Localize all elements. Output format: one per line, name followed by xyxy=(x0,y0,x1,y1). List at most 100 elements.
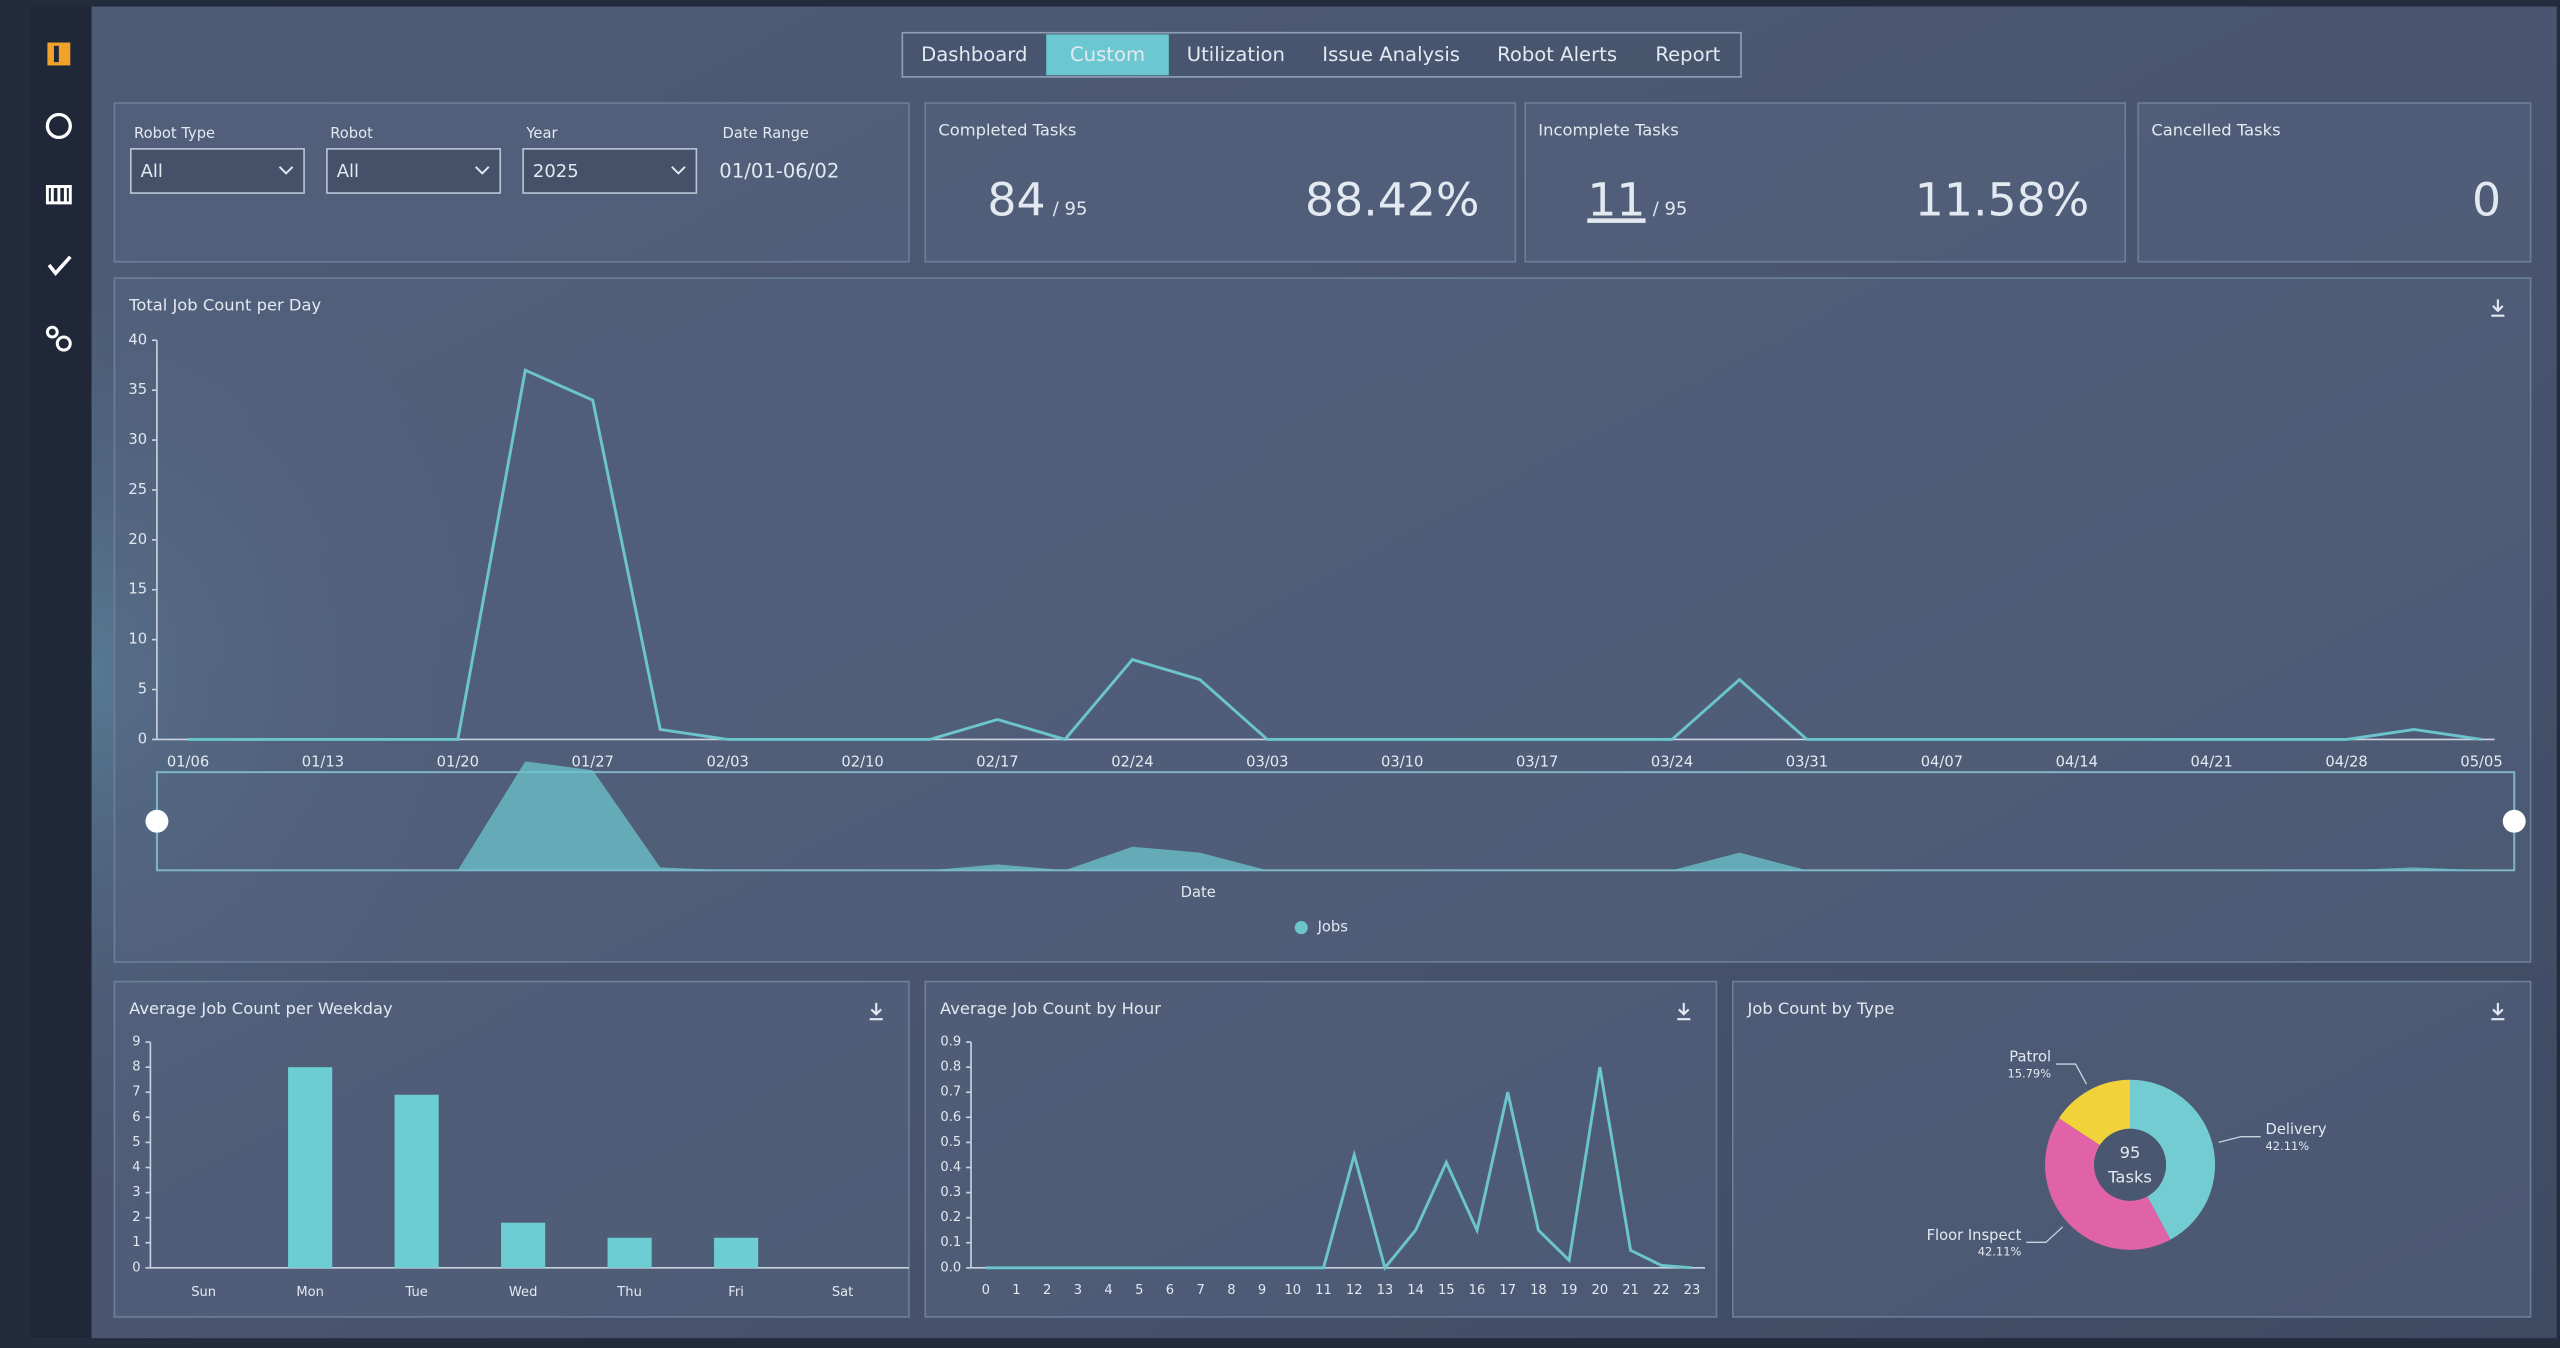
logo-cut xyxy=(53,45,59,63)
x-tick-label: 03/24 xyxy=(1651,753,1693,770)
line-series xyxy=(985,1066,1693,1271)
kpi-title: Completed Tasks xyxy=(938,120,1076,139)
nav-tab[interactable]: Report xyxy=(1655,43,1720,66)
pie-label: Patrol xyxy=(2009,1049,2051,1066)
y-tick-label: 5 xyxy=(138,681,147,698)
x-tick-label: Sat xyxy=(832,1285,853,1300)
x-tick-label: Tue xyxy=(404,1285,427,1300)
x-tick-label: 03/17 xyxy=(1516,753,1558,770)
y-tick-label: 35 xyxy=(128,381,147,398)
kpi-count: 11 xyxy=(1587,173,1645,226)
legend-swatch xyxy=(1294,921,1308,935)
y-tick-label: 10 xyxy=(128,631,147,648)
pie-slice xyxy=(2058,1079,2131,1146)
y-tick-label: 4 xyxy=(132,1160,140,1175)
panel xyxy=(2137,102,2532,263)
legend-label: Jobs xyxy=(1317,919,1348,936)
x-tick-label: 04/07 xyxy=(1921,753,1963,770)
nav-tab[interactable]: Issue Analysis xyxy=(1322,43,1460,66)
pie-hole xyxy=(2094,1128,2167,1201)
y-tick-label: 0 xyxy=(138,730,147,747)
kpi-title: Incomplete Tasks xyxy=(1538,120,1678,139)
dropdown[interactable] xyxy=(326,148,502,194)
x-tick-label: 14 xyxy=(1407,1283,1424,1298)
x-tick-label: 01/06 xyxy=(167,753,209,770)
x-tick-label: 4 xyxy=(1104,1283,1112,1298)
x-tick-label: 16 xyxy=(1469,1283,1486,1298)
kpi-total: / 95 xyxy=(1053,198,1088,219)
y-tick-label: 2 xyxy=(132,1210,140,1225)
filter-label: Robot Type xyxy=(134,125,215,142)
y-tick-label: 0.5 xyxy=(940,1135,961,1150)
filter-label: Year xyxy=(525,125,558,142)
panel xyxy=(1524,102,2126,263)
pie-value-label: 42.11% xyxy=(2266,1139,2310,1153)
x-tick-label: 5 xyxy=(1135,1283,1143,1298)
line-series xyxy=(187,368,2482,742)
sidebar-icon[interactable] xyxy=(45,185,72,205)
y-tick-label: 0.8 xyxy=(940,1060,961,1075)
download-button[interactable] xyxy=(1677,1002,1691,1021)
content: Dashboard Custom Utilization Issue Analysis… xyxy=(113,31,2532,1318)
dropdown[interactable] xyxy=(129,148,305,194)
x-tick-label: 8 xyxy=(1227,1283,1235,1298)
filter-label: Robot xyxy=(330,125,373,142)
panel xyxy=(924,980,1718,1318)
y-tick-label: 0.2 xyxy=(940,1210,961,1225)
nav-tab[interactable]: Utilization xyxy=(1187,43,1285,66)
y-tick-label: 0.4 xyxy=(940,1160,961,1175)
x-tick-label: 17 xyxy=(1499,1283,1516,1298)
chart-title: Average Job Count by Hour xyxy=(940,999,1161,1018)
y-tick-label: 30 xyxy=(128,431,147,448)
sidebar xyxy=(29,6,92,1339)
download-button[interactable] xyxy=(869,1002,883,1021)
y-tick-label: 15 xyxy=(128,581,147,598)
zoom-handle[interactable] xyxy=(2502,809,2526,833)
x-tick-label: Sun xyxy=(191,1285,216,1300)
y-tick-label: 8 xyxy=(132,1060,140,1075)
sidebar-icon[interactable] xyxy=(47,255,72,276)
bar xyxy=(714,1237,759,1268)
x-axis-title: Date xyxy=(1181,884,1216,901)
x-tick-label: Wed xyxy=(509,1285,538,1300)
x-tick-label: 23 xyxy=(1684,1283,1701,1298)
x-tick-label: 1 xyxy=(1012,1283,1020,1298)
x-tick-label: 04/21 xyxy=(2191,753,2233,770)
sidebar-icon[interactable] xyxy=(45,325,59,339)
download-button[interactable] xyxy=(2491,299,2505,317)
dropdown-value: All xyxy=(141,161,163,182)
nav-tab[interactable]: Robot Alerts xyxy=(1497,43,1617,66)
x-tick-label: 04/28 xyxy=(2325,753,2367,770)
nav-tab[interactable]: Dashboard xyxy=(921,43,1027,66)
x-tick-label: 02/03 xyxy=(706,753,748,770)
x-tick-label: 2 xyxy=(1043,1283,1051,1298)
x-tick-label: 22 xyxy=(1653,1283,1670,1298)
pie-label: Floor Inspect xyxy=(1927,1227,2022,1244)
y-tick-label: 3 xyxy=(132,1185,140,1200)
nav-tab[interactable]: Custom xyxy=(1070,43,1145,66)
y-tick-label: 1 xyxy=(132,1235,140,1250)
sidebar-icon[interactable] xyxy=(55,335,72,352)
bar xyxy=(607,1237,652,1268)
leader-line xyxy=(2218,1136,2261,1143)
bar xyxy=(394,1094,439,1268)
x-tick-label: Mon xyxy=(296,1285,324,1300)
y-tick-label: 9 xyxy=(132,1035,140,1050)
x-tick-label: 02/17 xyxy=(976,753,1018,770)
y-tick-label: 6 xyxy=(132,1110,140,1125)
x-tick-label: 02/10 xyxy=(841,753,883,770)
bar xyxy=(501,1222,546,1268)
leader-line xyxy=(2026,1226,2064,1243)
dropdown-value: 2025 xyxy=(533,161,579,182)
zoom-handle[interactable] xyxy=(145,809,169,833)
y-tick-label: 0.0 xyxy=(940,1260,961,1275)
download-button[interactable] xyxy=(2491,1002,2505,1021)
pie-label: Delivery xyxy=(2266,1121,2327,1138)
pie-slice xyxy=(2045,1118,2171,1250)
y-tick-label: 0.1 xyxy=(940,1235,961,1250)
sidebar-icon[interactable] xyxy=(45,112,72,140)
y-tick-label: 0.6 xyxy=(940,1110,961,1125)
dropdown[interactable] xyxy=(522,148,698,194)
